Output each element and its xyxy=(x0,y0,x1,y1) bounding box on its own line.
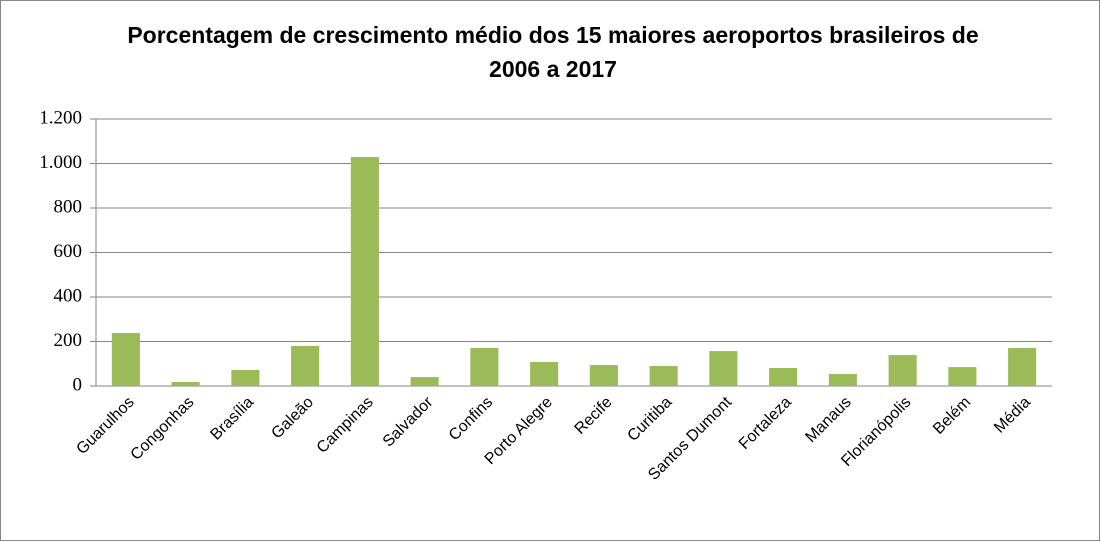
bar xyxy=(231,369,260,386)
bar xyxy=(291,345,320,386)
y-tick-label: 800 xyxy=(54,196,83,217)
bar xyxy=(530,361,559,386)
bar xyxy=(171,381,200,386)
y-tick-label: 1.200 xyxy=(39,107,82,128)
bar xyxy=(888,355,917,386)
bar xyxy=(470,347,499,386)
bar xyxy=(589,365,618,386)
y-tick-label: 200 xyxy=(54,330,83,351)
bar xyxy=(111,333,140,386)
bar xyxy=(410,377,439,386)
bar xyxy=(828,373,857,386)
y-tick-label: 1.000 xyxy=(39,152,82,173)
bar xyxy=(709,351,738,386)
y-tick-label: 600 xyxy=(54,241,83,262)
bar xyxy=(350,157,379,386)
bar xyxy=(948,367,977,386)
y-tick-label: 0 xyxy=(73,374,83,395)
bar xyxy=(649,365,678,386)
bar xyxy=(1008,347,1037,386)
bar xyxy=(769,367,798,386)
y-tick-label: 400 xyxy=(54,285,83,306)
chart-title: Porcentagem de crescimento médio dos 15 … xyxy=(127,22,979,82)
